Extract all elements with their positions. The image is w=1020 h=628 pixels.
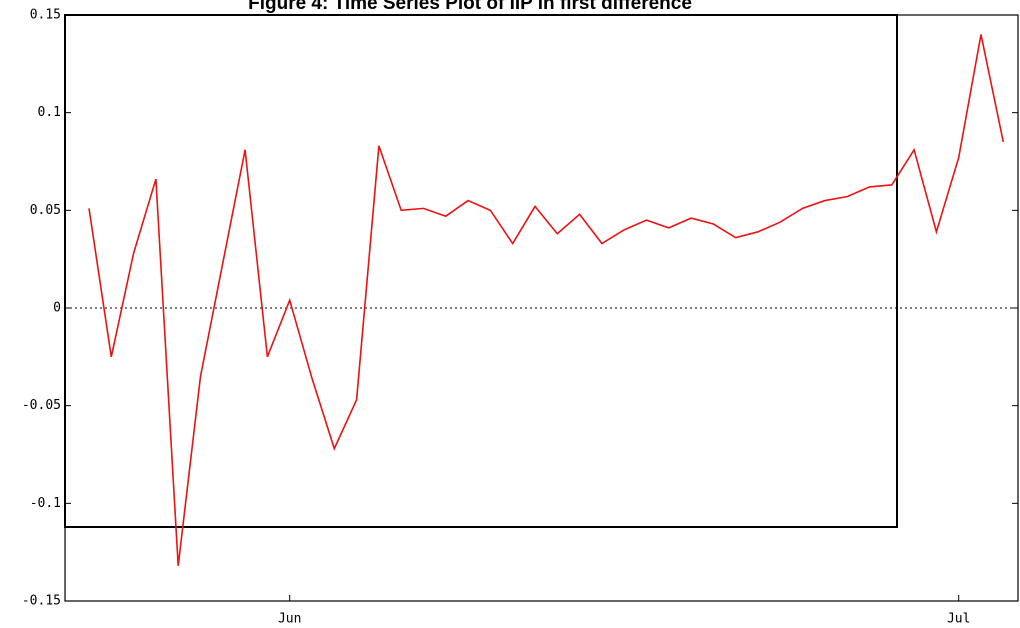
y-tick-label: 0	[53, 301, 61, 316]
y-tick-label: 0.1	[38, 105, 61, 120]
y-tick-label: 0.05	[30, 203, 61, 218]
x-tick-label: Jun	[278, 612, 301, 627]
y-tick-label: -0.15	[22, 594, 61, 609]
y-tick-label: -0.1	[30, 496, 61, 511]
x-tick-label: Jul	[947, 612, 970, 627]
chart-title: Figure 4: Time Series Plot of IIP in fir…	[248, 0, 692, 14]
series-line	[88, 34, 1005, 566]
y-tick-label: -0.05	[22, 398, 61, 413]
overlay-box	[64, 14, 898, 528]
y-tick-label: 0.15	[30, 8, 61, 23]
